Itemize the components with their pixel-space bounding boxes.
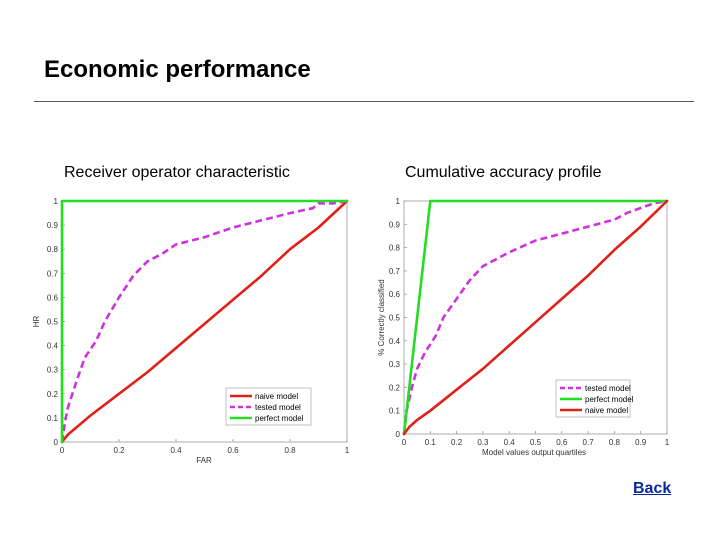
- x-tick-label: 1: [345, 446, 350, 455]
- y-tick-label: 0.6: [389, 290, 401, 299]
- series-line-perfect-model: [402, 199, 669, 436]
- x-tick-label: 0.9: [635, 438, 647, 447]
- x-tick-label: 0.8: [609, 438, 621, 447]
- x-tick-label: 0.4: [170, 446, 182, 455]
- x-tick-label: 0.6: [227, 446, 239, 455]
- x-tick-label: 0.1: [425, 438, 437, 447]
- y-tick-label: 1: [54, 197, 59, 206]
- y-tick-label: 0.3: [47, 366, 59, 375]
- x-axis-label: FAR: [196, 456, 212, 465]
- y-axis-label: % Correctly classified: [377, 279, 386, 355]
- y-tick-label: 0.7: [389, 267, 401, 276]
- series-line-perfect-model: [60, 199, 349, 444]
- y-tick-label: 1: [396, 197, 401, 206]
- x-tick-label: 0.3: [477, 438, 489, 447]
- slide-title: Economic performance: [44, 56, 311, 83]
- x-tick-label: 0.2: [451, 438, 463, 447]
- x-tick-label: 0.8: [284, 446, 296, 455]
- y-tick-label: 0.3: [389, 360, 401, 369]
- title-divider: [34, 101, 694, 102]
- legend-label: tested model: [255, 403, 301, 412]
- y-tick-label: 0.5: [47, 318, 59, 327]
- legend-label: naive model: [255, 392, 298, 401]
- back-link[interactable]: Back: [633, 480, 672, 497]
- y-tick-label: 0.7: [47, 269, 59, 278]
- y-tick-label: 0.2: [47, 390, 59, 399]
- x-tick-label: 0.6: [556, 438, 568, 447]
- x-tick-label: 0.5: [530, 438, 542, 447]
- y-tick-label: 0.1: [47, 414, 59, 423]
- x-tick-label: 0.2: [113, 446, 125, 455]
- y-axis-label: HR: [32, 316, 41, 328]
- x-tick-label: 0: [60, 446, 65, 455]
- x-tick-label: 0.4: [504, 438, 516, 447]
- roc-chart: 0 0.2 0.4 0.6 0.8 1 0 0.1 0.2 0.3 0.4 0.5 0.6 0.7 0.8 0…: [32, 197, 350, 465]
- x-tick-label: 1: [665, 438, 670, 447]
- legend-label: perfect model: [585, 395, 634, 404]
- y-tick-label: 0: [396, 430, 401, 439]
- x-axis-label: Model values output quartiles: [482, 448, 586, 457]
- y-tick-label: 0.8: [47, 245, 59, 254]
- x-tick-label: 0: [402, 438, 407, 447]
- cap-chart-title: Cumulative accuracy profile: [405, 164, 602, 181]
- series-line-naive-model: [60, 199, 349, 444]
- series-line-tested-model: [402, 199, 668, 435]
- y-tick-label: 0.6: [47, 293, 59, 302]
- y-tick-label: 0.4: [389, 337, 401, 346]
- series-line-tested-model: [60, 199, 348, 443]
- y-tick-label: 0.8: [389, 244, 401, 253]
- legend-label: perfect model: [255, 414, 304, 423]
- x-tick-label: 0.7: [583, 438, 595, 447]
- legend-label: tested model: [585, 384, 631, 393]
- roc-chart-title: Receiver operator characteristic: [64, 164, 290, 181]
- cap-chart: 0 0.1 0.2 0.3 0.4 0.5 0.6 0.7 0.8 0.9 1 0 0.1 0.2 0.3 0…: [377, 197, 670, 457]
- y-tick-label: 0.9: [47, 221, 59, 230]
- y-tick-label: 0.1: [389, 407, 401, 416]
- y-tick-label: 0.2: [389, 383, 401, 392]
- y-tick-label: 0.4: [47, 342, 59, 351]
- y-tick-label: 0.5: [389, 314, 401, 323]
- legend-label: naive model: [585, 406, 628, 415]
- y-tick-label: 0.9: [389, 220, 401, 229]
- y-tick-label: 0: [54, 438, 59, 447]
- series-line-naive-model: [402, 199, 669, 436]
